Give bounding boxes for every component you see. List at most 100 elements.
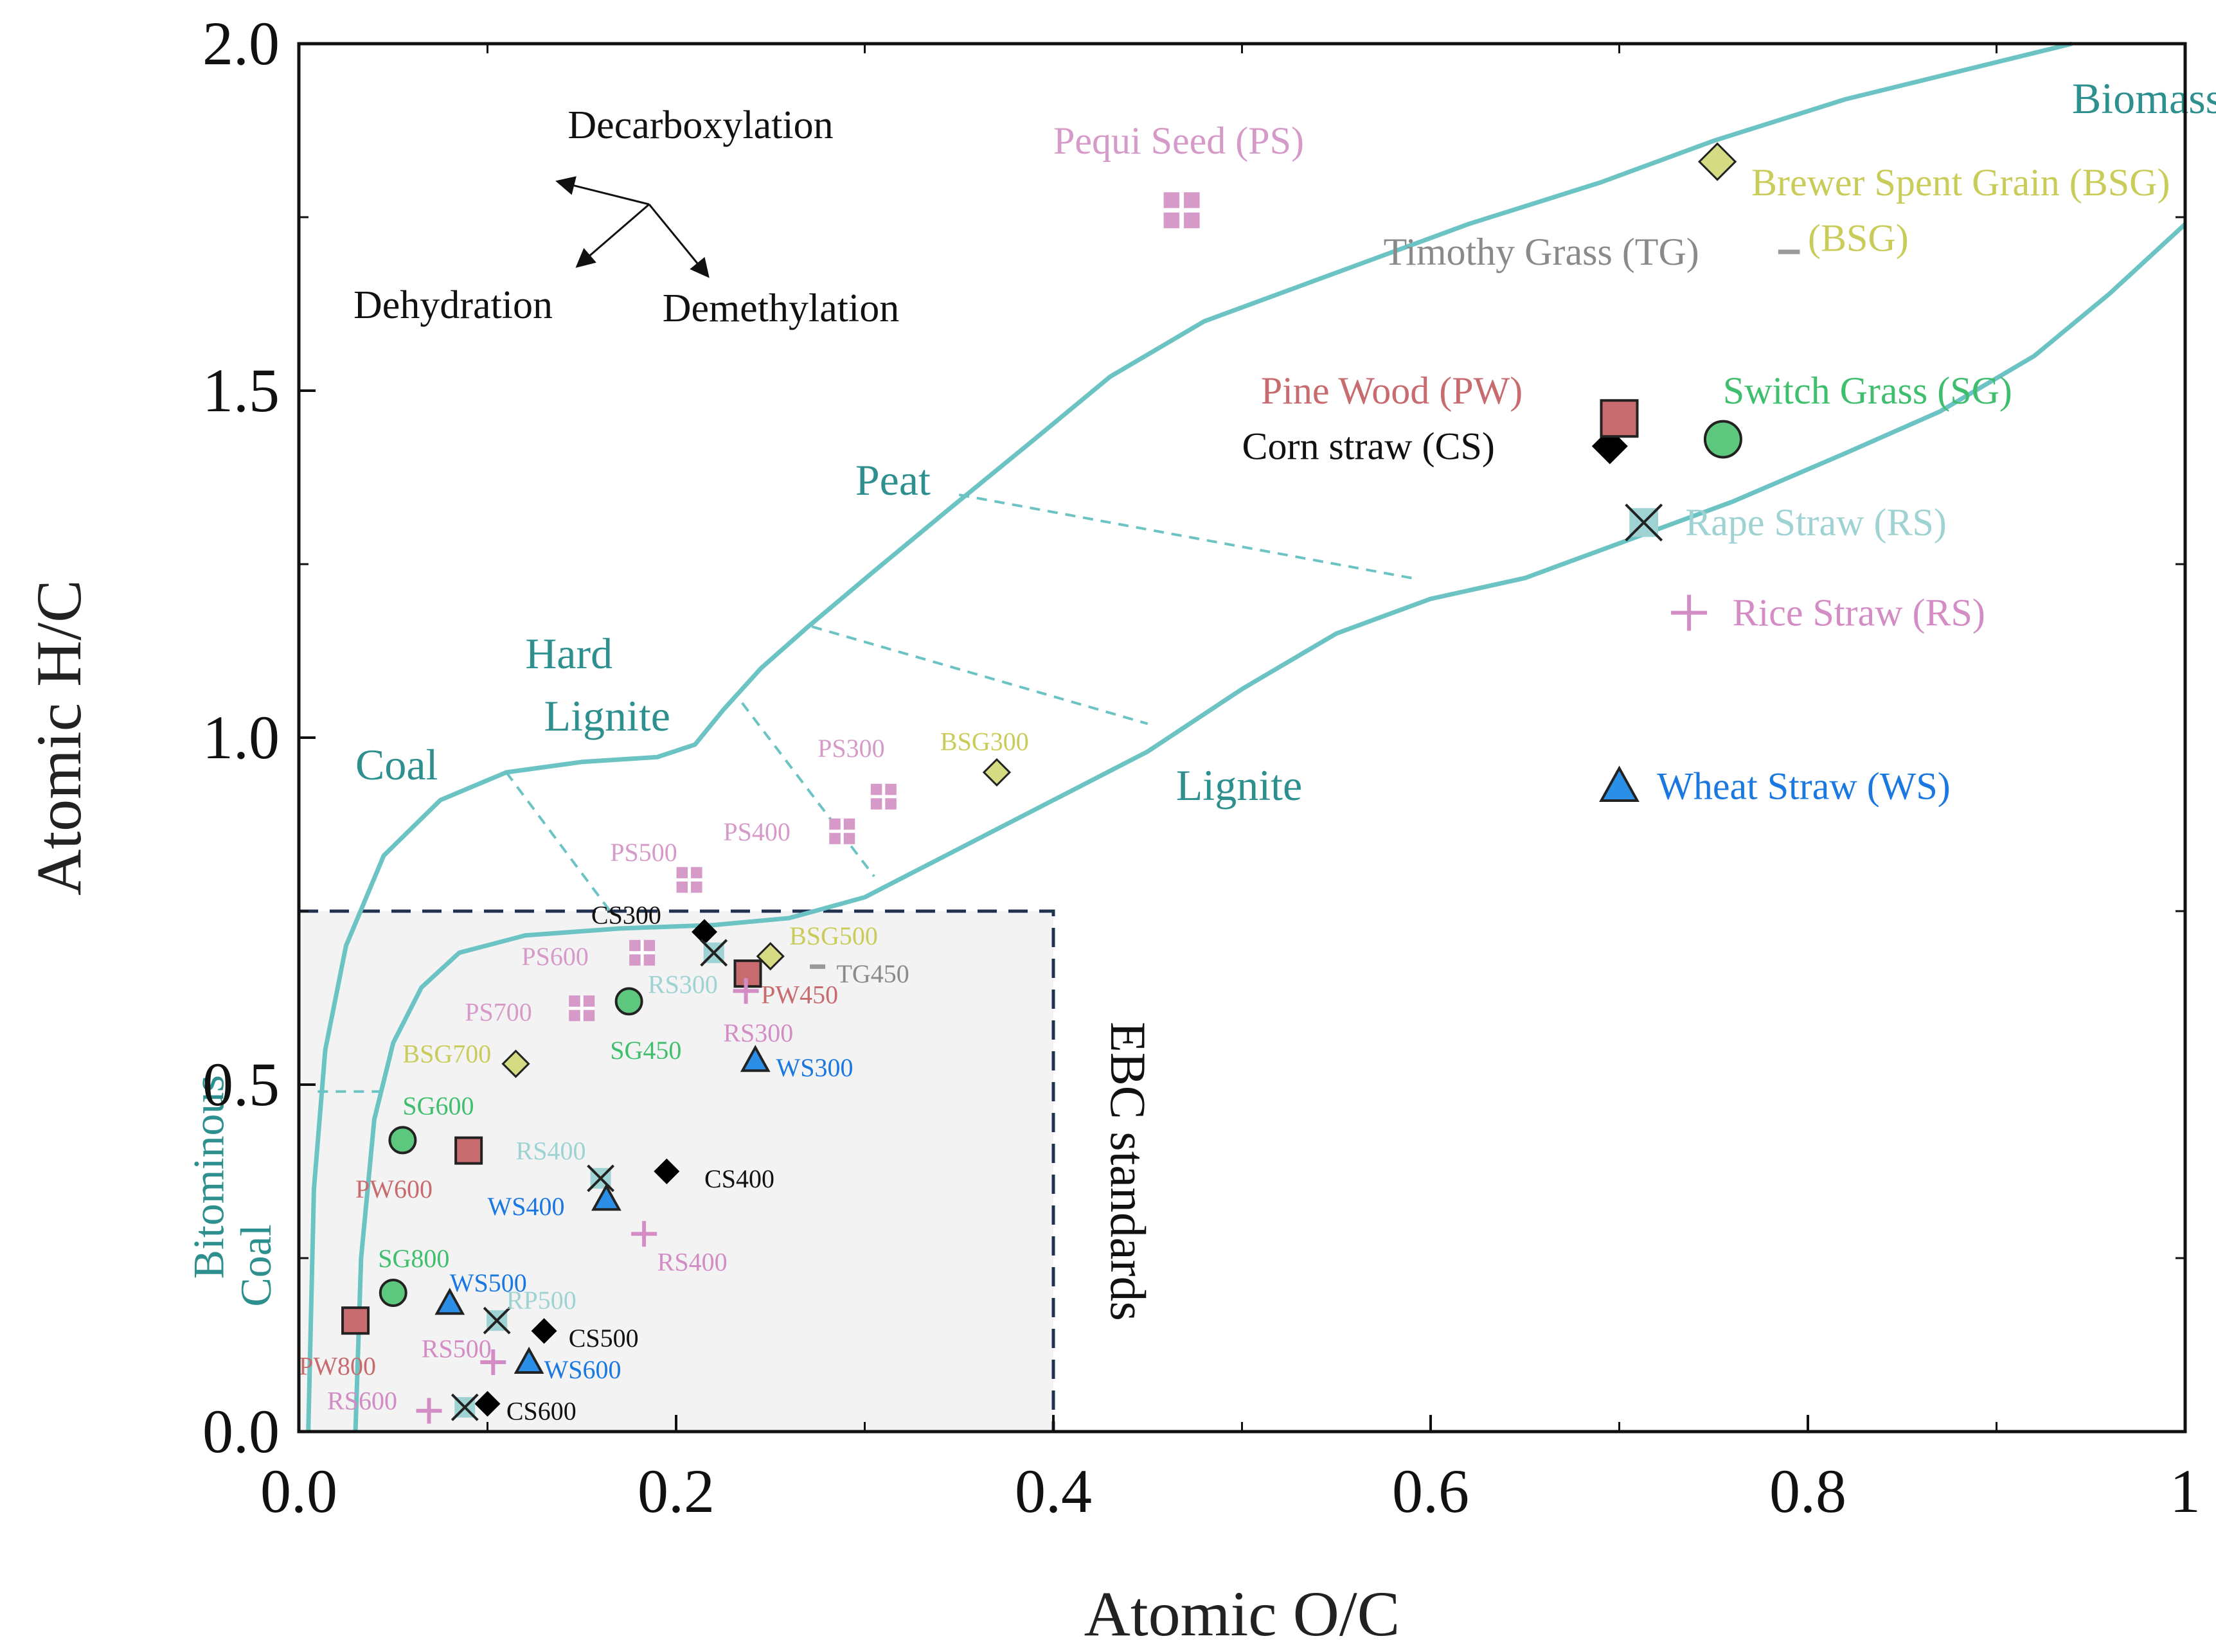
cs-point-marker: [692, 919, 718, 945]
ws-point-marker: [740, 1045, 771, 1072]
region-label: Bitominous: [184, 1075, 233, 1279]
cs-raw-label: Corn straw (CS): [1242, 425, 1495, 467]
x-tick-label: 0.8: [1769, 1457, 1846, 1525]
rape-point-marker: [483, 1306, 511, 1335]
ws-point-label: WS600: [544, 1355, 621, 1384]
ebc-standards-label: EBC standards: [1100, 1022, 1156, 1321]
y-tick-label: 1.5: [202, 356, 280, 425]
decarboxylation-arrow: [555, 176, 650, 206]
rice-point-label: RS400: [657, 1247, 728, 1276]
separator-lignite: [811, 625, 1148, 725]
bsg-raw-marker: [1697, 142, 1737, 181]
sg-raw-label: Switch Grass (SG): [1723, 369, 2012, 412]
x-tick-label: 1: [2170, 1457, 2201, 1525]
demethylation-arrow: [648, 204, 710, 278]
rape-point-marker: [451, 1393, 479, 1421]
tg-raw-label: Timothy Grass (TG): [1384, 231, 1699, 273]
rice-raw-marker: [1671, 594, 1708, 631]
region-label: Lignite: [1176, 761, 1302, 810]
cs-point-label: CS500: [569, 1324, 639, 1353]
y-tick-label: 0.0: [202, 1397, 280, 1466]
x-tick-label: 0.2: [638, 1457, 715, 1525]
ps-point-marker: [676, 867, 702, 893]
ps-point-label: PS600: [521, 942, 589, 971]
sg-point-marker: [388, 1126, 417, 1155]
ps-point-marker: [829, 818, 855, 844]
rape-point-label: RP500: [506, 1286, 576, 1315]
bsg-point-marker: [756, 942, 785, 971]
ws-raw-label: Wheat Straw (WS): [1657, 765, 1951, 808]
rice-point-label: RS500: [422, 1334, 492, 1363]
sg-point-marker: [379, 1279, 407, 1307]
x-tick-label: 0.6: [1392, 1457, 1469, 1525]
ps-raw-label: Pequi Seed (PS): [1053, 120, 1304, 162]
cs-point-marker: [474, 1390, 501, 1417]
cs-point-marker: [531, 1318, 557, 1344]
sg-point-label: SG800: [378, 1244, 449, 1273]
rice-point-label: RS600: [327, 1386, 397, 1415]
rice-point-marker: [416, 1398, 442, 1424]
dehydration-arrow: [575, 203, 650, 268]
ps-point-marker: [870, 783, 897, 810]
ps-point-label: PS700: [465, 998, 532, 1027]
rape-point-marker: [587, 1164, 615, 1193]
dehydration-label: Dehydration: [353, 283, 553, 327]
y-axis-title: Atomic H/C: [23, 580, 94, 896]
bsg-point-marker: [982, 758, 1012, 787]
rice-point-label: RS300: [723, 1018, 793, 1047]
sg-raw-marker: [1703, 420, 1742, 459]
bsg-point-label: BSG300: [940, 727, 1029, 756]
ws-point-label: WS500: [450, 1268, 527, 1297]
cs-point-label: CS600: [506, 1397, 576, 1426]
bsg-point-marker: [501, 1049, 530, 1078]
bsg-raw-label-line2: (BSG): [1808, 217, 1909, 259]
rice-point-marker: [631, 1221, 657, 1247]
region-label: Hard: [525, 629, 612, 678]
ps-raw-marker: [1163, 192, 1200, 229]
x-tick-label: 0.4: [1015, 1457, 1092, 1525]
region-label: Peat: [855, 456, 931, 504]
rape-raw-label: Rape Straw (RS): [1685, 501, 1947, 544]
region-label: Coal: [355, 740, 438, 789]
sg-point-label: SG600: [402, 1091, 474, 1120]
separator-coal-lignite: [505, 771, 611, 912]
rape-point-label: RS400: [516, 1137, 586, 1166]
ps-point-label: PS400: [723, 817, 791, 846]
ws-point-marker: [434, 1288, 465, 1315]
ws-raw-marker: [1599, 765, 1640, 802]
pw-point-label: PW600: [355, 1175, 433, 1203]
cs-point-label: CS400: [704, 1164, 774, 1193]
rice-point-marker: [733, 978, 759, 1004]
ps-point-marker: [569, 995, 595, 1022]
pw-point-marker: [454, 1136, 483, 1165]
bsg-point-label: BSG700: [402, 1039, 491, 1068]
ps-point-label: PS500: [610, 838, 677, 867]
pw-point-marker: [341, 1306, 370, 1335]
region-label: Lignite: [544, 691, 670, 740]
biomass-upper-boundary: [306, 41, 2073, 1432]
separator-peat: [958, 493, 1413, 580]
x-axis-title: Atomic O/C: [1084, 1578, 1400, 1649]
pw-point-label: PW450: [761, 981, 838, 1009]
x-tick-label: 0.0: [260, 1457, 337, 1525]
tg-point-label: TG450: [836, 959, 909, 988]
demethylation-label: Demethylation: [663, 287, 899, 330]
pw-point-label: PW800: [299, 1351, 376, 1380]
cs-point-label: CS300: [591, 900, 661, 929]
region-label: Biomass: [2072, 74, 2216, 123]
ws-point-marker: [591, 1184, 621, 1211]
ps-point-marker: [629, 939, 656, 966]
y-tick-label: 0.5: [202, 1050, 280, 1119]
ps-point-label: PS300: [818, 734, 885, 763]
separator-hard-lignite: [741, 702, 875, 878]
pw-raw-label: Pine Wood (PW): [1261, 369, 1523, 412]
ws-point-label: WS400: [488, 1192, 565, 1221]
sg-point-marker: [614, 987, 643, 1016]
rape-point-marker: [700, 939, 728, 967]
biomass-lower-boundary: [353, 222, 2187, 1432]
region-label: Coal: [231, 1224, 280, 1306]
bsg-point-label: BSG500: [789, 921, 878, 950]
rape-point-label: RS600: [327, 1386, 397, 1415]
y-tick-label: 2.0: [202, 9, 280, 78]
